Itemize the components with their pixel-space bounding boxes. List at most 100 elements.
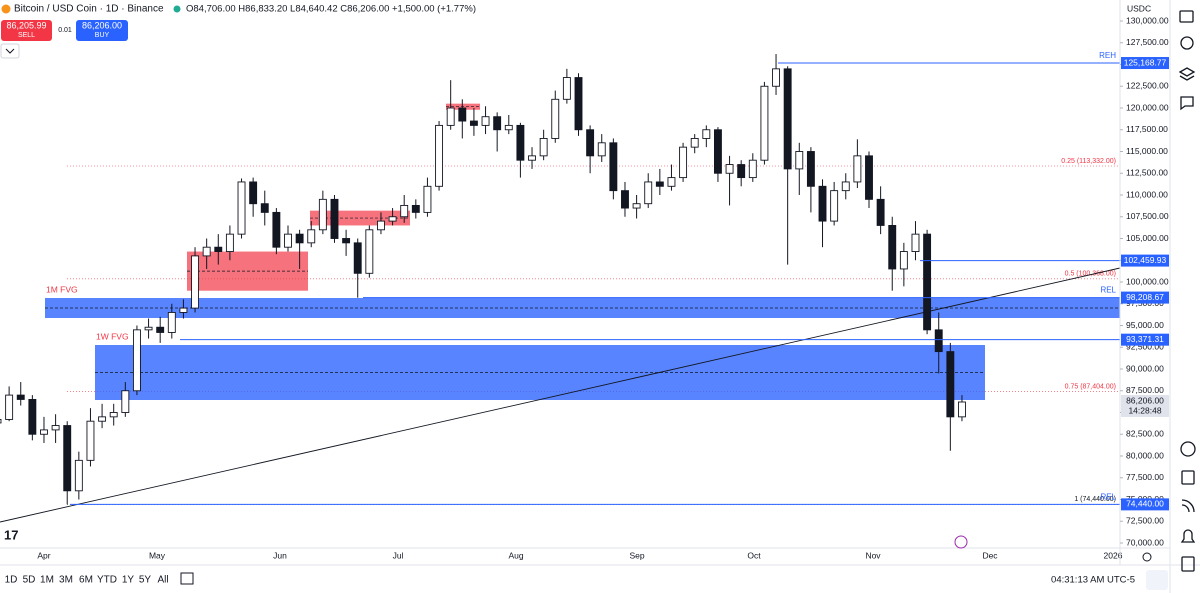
candle-body [5, 394, 14, 420]
range-button[interactable]: 5D [23, 575, 36, 586]
symbol-icon [1, 4, 11, 14]
chevron [5, 48, 15, 54]
last-price: 86,206.00 [1126, 395, 1164, 405]
watchlist-icon[interactable] [1179, 10, 1194, 23]
candle-body [516, 124, 525, 161]
x-tick-label: Oct [747, 550, 761, 560]
candle-body [737, 164, 746, 179]
candle-body [179, 307, 188, 313]
candle-body [551, 98, 560, 139]
range-button[interactable]: 1Y [122, 575, 135, 586]
calendar-icon[interactable] [1181, 470, 1195, 485]
header: Bitcoin / USD Coin · 1D · Binance O84,70… [1, 4, 476, 15]
fib-label: 1 (74,440.00) [1074, 496, 1116, 503]
candle-body [597, 142, 606, 157]
range-button[interactable]: YTD [97, 575, 117, 586]
candle-body [109, 412, 118, 418]
range-button[interactable]: 6M [79, 575, 93, 586]
candle-body [400, 204, 409, 218]
candle-body [888, 224, 897, 270]
date-range-icon[interactable] [180, 572, 194, 585]
level-price: 93,371.31 [1126, 334, 1164, 344]
range-button[interactable]: 3M [59, 575, 73, 586]
level-price: 98,208.67 [1126, 292, 1164, 302]
candle-body [958, 401, 966, 418]
event-icon[interactable] [954, 535, 968, 549]
candle-body [435, 124, 444, 187]
settings-icon[interactable] [1142, 552, 1152, 562]
fvg-label: 1M FVG [46, 284, 78, 294]
sell-button[interactable] [1, 20, 52, 41]
x-tick-label: May [149, 550, 166, 560]
candle-body [830, 190, 839, 222]
range-button[interactable]: 1D [5, 575, 18, 586]
candle-body [249, 181, 258, 205]
candle-body [272, 211, 281, 248]
spread: 0.01 [58, 27, 72, 34]
buy-button[interactable] [76, 20, 128, 41]
y-tick-label: 87,500.00 [1126, 385, 1164, 395]
candle-body [667, 177, 676, 187]
range-button[interactable]: 5Y [139, 575, 152, 586]
y-tick-label: 127,500.00 [1126, 37, 1169, 47]
x-tick-label: Jul [393, 550, 404, 560]
currency: USDC [1127, 3, 1151, 13]
level-tag [1121, 254, 1169, 267]
price-axis: 70,000.0072,500.0075,000.0077,500.0080,0… [1120, 15, 1169, 547]
sell-price: 86,205.99 [6, 20, 46, 30]
y-tick-label: 95,000.00 [1126, 320, 1164, 330]
candle-body [806, 151, 815, 187]
collapse-button[interactable] [0, 43, 20, 59]
clock: 04:31:13 AM UTC-5 [1051, 575, 1135, 586]
level-tag [1121, 57, 1169, 70]
level-tag [1121, 498, 1169, 511]
ideas-icon[interactable] [1180, 441, 1196, 457]
candle-body [377, 220, 385, 231]
y-tick-label: 115,000.00 [1126, 146, 1168, 156]
candle-body [725, 164, 734, 174]
candle-body [632, 203, 641, 209]
y-tick-label: 80,000.00 [1126, 450, 1164, 460]
candle-body [121, 390, 130, 413]
candle-body [214, 246, 223, 252]
candle-body [539, 137, 548, 157]
level-price: 74,440.00 [1126, 499, 1164, 509]
candle-body [946, 351, 955, 418]
candle-body [63, 425, 72, 492]
x-tick-label: Aug [508, 550, 523, 560]
candle-body [330, 198, 339, 239]
candle-body [702, 129, 711, 139]
candle-body [295, 233, 304, 244]
candle-body [621, 190, 629, 209]
chat-icon[interactable] [1180, 96, 1194, 111]
market-status [173, 5, 181, 13]
news-icon[interactable] [1181, 499, 1195, 513]
y-tick-label: 122,500.00 [1126, 81, 1169, 91]
candle-body [28, 399, 37, 435]
range-button[interactable]: All [157, 575, 168, 586]
notification-icon[interactable] [1180, 529, 1196, 543]
candle-body [469, 120, 478, 126]
y-tick-label: 105,000.00 [1126, 233, 1169, 243]
help-icon[interactable] [1181, 556, 1195, 572]
candle-body [411, 204, 420, 213]
y-tick-label: 70,000.00 [1126, 537, 1164, 547]
candle-body [481, 116, 490, 126]
level-price: 125,168.77 [1124, 57, 1167, 67]
y-tick-label: 72,500.00 [1126, 516, 1164, 526]
candle-body [562, 77, 571, 100]
candle-body [493, 116, 502, 131]
x-tick-label: Dec [982, 550, 998, 560]
candle-body [156, 326, 165, 333]
level-name: REL [1100, 286, 1116, 295]
candle-body [446, 107, 455, 126]
y-tick-label: 82,500.00 [1126, 429, 1164, 439]
logo: 17 [4, 527, 18, 542]
range-button[interactable]: 1M [40, 575, 54, 586]
alert-icon[interactable] [1180, 36, 1194, 50]
layers-icon[interactable] [1178, 67, 1196, 81]
fullscreen-button[interactable] [1146, 570, 1168, 590]
y-tick-label: 110,000.00 [1126, 189, 1168, 199]
